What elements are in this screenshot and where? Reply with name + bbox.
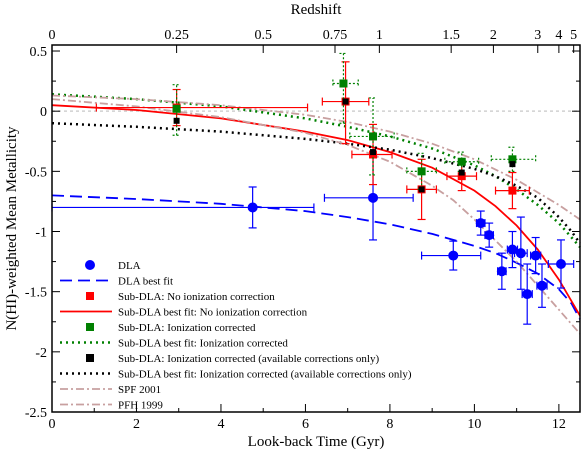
data-point-4 bbox=[369, 132, 378, 141]
axis-ticks-layer: 0 2 4 6 8 10 120.50-0.5-1-1.5-2-2.50 0.25 0.5 0.7… bbox=[25, 28, 580, 432]
legend-marker bbox=[86, 292, 94, 300]
series-line-8 bbox=[51, 94, 581, 221]
y-tick-label: -0.5 bbox=[25, 165, 47, 180]
top-axis-title: Redshift bbox=[291, 2, 343, 18]
series-line-9 bbox=[51, 98, 581, 335]
top-axis-tick-label: 0.75 bbox=[323, 28, 348, 43]
y-tick-label: 0.5 bbox=[30, 45, 48, 60]
x-tick-label: 0 bbox=[49, 417, 56, 432]
data-point-4 bbox=[417, 167, 426, 176]
data-point-0 bbox=[496, 266, 507, 277]
legend: DLA DLA best fit Sub-DLA: No ionization co… bbox=[60, 260, 412, 412]
data-point-0 bbox=[475, 218, 486, 229]
data-point-6 bbox=[509, 161, 516, 168]
data-point-0 bbox=[555, 258, 566, 269]
top-axis-tick-label: 0.25 bbox=[164, 28, 189, 43]
data-point-0 bbox=[368, 192, 379, 203]
series-line-3 bbox=[51, 104, 581, 317]
x-tick-label: 4 bbox=[217, 417, 224, 432]
legend-label: Sub-DLA best fit: No ionization correcti… bbox=[118, 307, 308, 319]
data-point-0 bbox=[484, 230, 495, 241]
legend-label: SPF 2001 bbox=[118, 384, 161, 396]
top-axis-tick-label: 3 bbox=[534, 28, 541, 43]
data-point-6 bbox=[370, 149, 377, 156]
legend-label: DLA best fit bbox=[118, 276, 173, 288]
top-axis-tick-label: 0.5 bbox=[254, 28, 272, 43]
x-tick-label: 10 bbox=[467, 417, 481, 432]
top-axis-tick-label: 2 bbox=[490, 28, 497, 43]
data-point-6 bbox=[342, 98, 349, 105]
x-tick-label: 12 bbox=[552, 417, 566, 432]
top-axis-tick-label: 1 bbox=[376, 28, 383, 43]
legend-label: Sub-DLA best fit: Ionization corrected bbox=[118, 338, 288, 350]
legend-label: Sub-DLA: Ionization corrected bbox=[118, 322, 256, 334]
y-tick-label: -1.5 bbox=[25, 286, 47, 301]
data-point-2 bbox=[508, 186, 517, 195]
data-point-0 bbox=[522, 289, 533, 300]
legend-label: Sub-DLA best fit: Ionization corrected (… bbox=[118, 369, 412, 381]
data-point-0 bbox=[247, 202, 258, 213]
data-point-4 bbox=[457, 157, 466, 166]
data-point-6 bbox=[458, 169, 465, 176]
top-axis-tick-label: 5 bbox=[570, 28, 577, 43]
data-point-2 bbox=[457, 172, 466, 181]
data-point-6 bbox=[418, 186, 425, 193]
fit-curves-layer bbox=[51, 93, 582, 335]
legend-label: Sub-DLA: Ionization corrected (available… bbox=[118, 353, 379, 365]
y-tick-label: -2.5 bbox=[25, 406, 47, 421]
legend-label: PFH 1999 bbox=[118, 400, 163, 412]
x-tick-label: 6 bbox=[302, 417, 309, 432]
top-axis-tick-label: 0 bbox=[49, 28, 56, 43]
plot-frame bbox=[51, 44, 581, 413]
x-axis-title: Look-back Time (Gyr) bbox=[248, 434, 385, 450]
top-axis-tick-label: 1.5 bbox=[442, 28, 460, 43]
x-tick-label: 2 bbox=[133, 417, 140, 432]
y-tick-label: 0 bbox=[40, 105, 47, 120]
top-axis-tick-label: 4 bbox=[555, 28, 562, 43]
data-point-6 bbox=[173, 117, 180, 124]
y-axis-title: N(HI)-weighted Mean Metallicity bbox=[4, 126, 20, 331]
legend-label: Sub-DLA: No ionization correction bbox=[118, 291, 275, 303]
y-tick-label: -2 bbox=[35, 346, 47, 361]
data-point-4 bbox=[339, 79, 348, 88]
data-point-0 bbox=[530, 250, 541, 261]
legend-marker bbox=[85, 260, 95, 270]
series-line-1 bbox=[51, 194, 581, 320]
legend-label: DLA bbox=[118, 260, 141, 272]
data-point-0 bbox=[448, 250, 459, 261]
y-tick-label: -1 bbox=[35, 226, 47, 241]
data-points-layer bbox=[51, 52, 575, 325]
data-point-4 bbox=[172, 104, 181, 113]
series-line-5 bbox=[51, 93, 581, 249]
x-tick-label: 8 bbox=[386, 417, 393, 432]
data-point-4 bbox=[508, 155, 517, 164]
legend-marker bbox=[86, 354, 94, 362]
legend-marker bbox=[86, 323, 94, 331]
data-point-0 bbox=[515, 248, 526, 259]
data-point-0 bbox=[536, 280, 547, 291]
